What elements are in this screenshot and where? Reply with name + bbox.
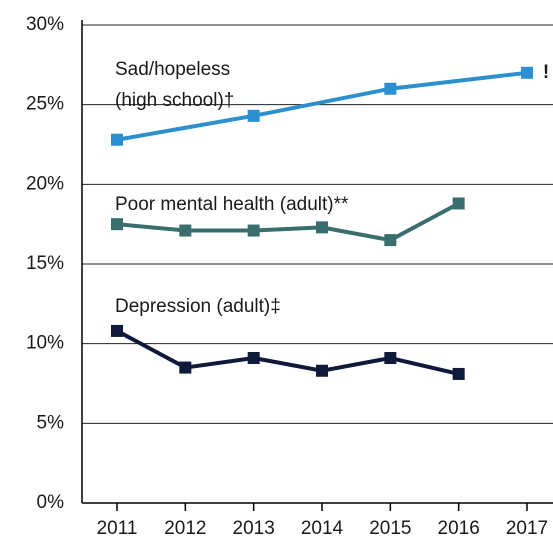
y-tick-label: 30% [26, 14, 64, 35]
series-label: Poor mental health (adult)** [115, 194, 349, 215]
x-tick-label: 2011 [97, 518, 138, 539]
marker [521, 66, 533, 79]
x-tick-label: 2013 [233, 518, 275, 539]
series-label: (high school)† [115, 90, 234, 111]
y-tick-label: 5% [37, 412, 65, 433]
x-tick-label: 2014 [301, 518, 344, 539]
marker [452, 367, 465, 380]
y-tick-label: 15% [26, 253, 64, 274]
x-tick-label: 2017 [506, 518, 548, 539]
series-line [116, 70, 528, 142]
y-tick-label: 20% [26, 173, 64, 194]
annotation: ! [543, 62, 549, 83]
marker [111, 133, 123, 146]
marker [247, 352, 260, 365]
marker [179, 224, 192, 237]
y-tick-label: 25% [26, 94, 64, 115]
y-tick-label: 0% [37, 492, 65, 513]
x-tick-label: 2012 [164, 518, 206, 539]
marker [316, 364, 328, 377]
series-line [116, 329, 460, 376]
marker [247, 109, 260, 122]
marker [316, 221, 328, 234]
y-tick-label: 10% [26, 333, 64, 354]
series-line [116, 201, 460, 243]
marker [452, 197, 465, 210]
marker [179, 361, 192, 374]
series-label: Depression (adult)‡ [115, 296, 281, 317]
marker [247, 224, 260, 237]
marker [111, 218, 123, 231]
marker [384, 352, 397, 365]
marker [111, 324, 123, 337]
series-label: Sad/hopeless [115, 59, 230, 80]
x-tick-label: 2015 [369, 518, 411, 539]
x-tick-label: 2016 [438, 518, 480, 539]
marker [384, 234, 397, 247]
marker [384, 82, 397, 95]
